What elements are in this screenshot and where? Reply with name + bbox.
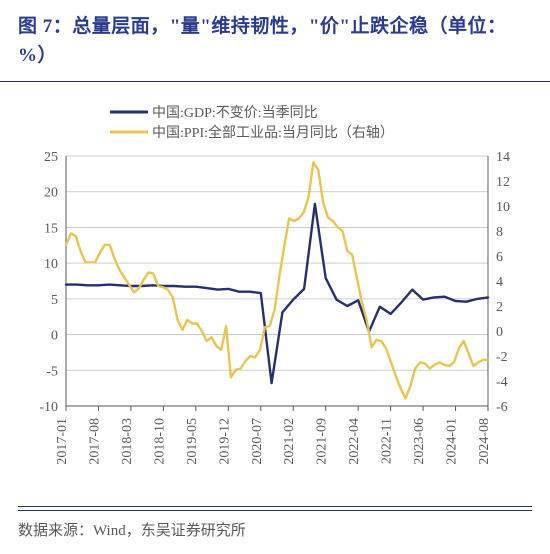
svg-text:2: 2 — [496, 300, 503, 315]
figure-container: 图 7：总量层面，"量"维持韧性，"价"止跌企稳（单位：%） -10 -5 0 5 10… — [0, 0, 550, 554]
svg-text:-6: -6 — [496, 400, 508, 415]
svg-text:0: 0 — [496, 325, 503, 340]
svg-text:2017-08: 2017-08 — [87, 418, 102, 465]
svg-text:2020-07: 2020-07 — [250, 418, 265, 465]
svg-text:中国:PPI:全部工业品:当月同比（右轴）: 中国:PPI:全部工业品:当月同比（右轴） — [152, 124, 394, 141]
svg-text:2024-08: 2024-08 — [477, 418, 492, 465]
svg-text:2018-03: 2018-03 — [120, 418, 135, 465]
svg-text:2024-01: 2024-01 — [445, 418, 460, 465]
figure-title-block: 图 7：总量层面，"量"维持韧性，"价"止跌企稳（单位：%） — [0, 0, 550, 82]
svg-text:12: 12 — [496, 175, 510, 190]
svg-text:2021-09: 2021-09 — [315, 418, 330, 465]
svg-text:10: 10 — [44, 257, 58, 272]
svg-text:-5: -5 — [46, 364, 58, 379]
chart-area: -10 -5 0 5 10 15 20 25 -6 -4 -2 0 2 4 6 8 10 12 14 2017-01 2… — [0, 82, 550, 478]
footer-rule2 — [18, 510, 532, 511]
line-chart: -10 -5 0 5 10 15 20 25 -6 -4 -2 0 2 4 6 8 10 12 14 2017-01 2… — [18, 98, 532, 478]
svg-text:中国:GDP:不变价:当季同比: 中国:GDP:不变价:当季同比 — [152, 105, 318, 121]
footer-rule1 — [18, 506, 532, 507]
source-text: 数据来源：Wind，东吴证券研究所 — [18, 519, 532, 540]
svg-text:5: 5 — [51, 293, 58, 308]
figure-title: 图 7：总量层面，"量"维持韧性，"价"止跌企稳（单位：%） — [18, 12, 532, 71]
svg-text:0: 0 — [51, 328, 58, 343]
svg-text:2019-12: 2019-12 — [217, 418, 232, 465]
figure-footer: 数据来源：Wind，东吴证券研究所 — [0, 498, 550, 554]
svg-text:2022-04: 2022-04 — [347, 418, 362, 465]
svg-text:10: 10 — [496, 200, 510, 215]
svg-text:-2: -2 — [496, 350, 508, 365]
svg-text:2023-06: 2023-06 — [412, 418, 427, 465]
svg-text:8: 8 — [496, 225, 503, 240]
svg-text:2017-01: 2017-01 — [55, 418, 70, 465]
svg-text:14: 14 — [496, 150, 510, 165]
svg-text:-10: -10 — [39, 400, 58, 415]
svg-text:6: 6 — [496, 250, 503, 265]
svg-text:2018-10: 2018-10 — [152, 418, 167, 465]
svg-text:15: 15 — [44, 221, 58, 236]
svg-text:2019-05: 2019-05 — [185, 418, 200, 465]
svg-text:2022-11: 2022-11 — [380, 418, 395, 464]
svg-text:25: 25 — [44, 150, 58, 165]
svg-text:-4: -4 — [496, 375, 508, 390]
svg-text:2021-02: 2021-02 — [282, 418, 297, 465]
svg-text:4: 4 — [496, 275, 503, 290]
svg-text:20: 20 — [44, 186, 58, 201]
